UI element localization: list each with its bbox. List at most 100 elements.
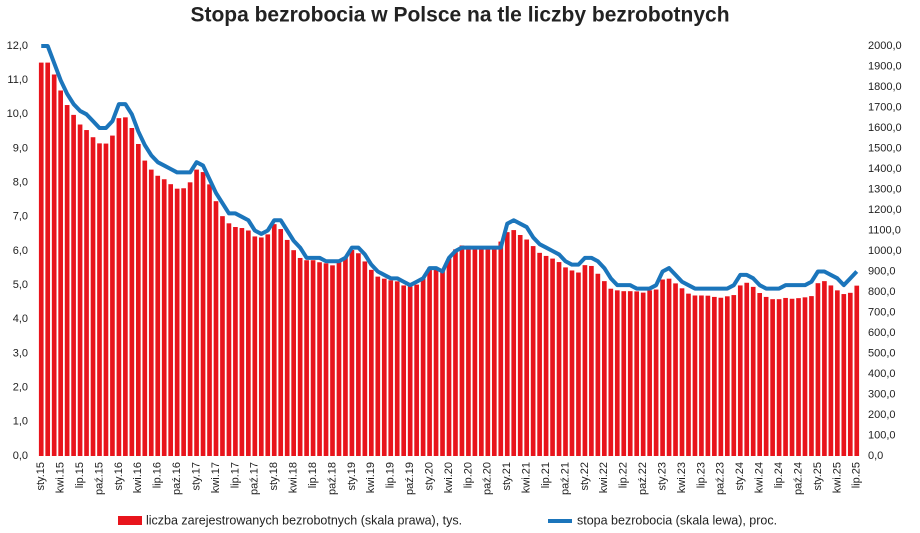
bar — [51, 74, 57, 457]
x-tick-label: paź.15 — [93, 462, 105, 495]
bar — [563, 267, 568, 456]
y2-tick-label: 1000,0 — [868, 245, 902, 257]
y-tick-label: 0,0 — [13, 450, 28, 462]
x-tick-label: sty.16 — [113, 462, 125, 491]
legend-label: stopa bezrobocia (skala lewa), proc. — [577, 513, 777, 527]
bar — [692, 295, 698, 456]
line — [41, 44, 859, 291]
bar — [58, 90, 63, 457]
bar — [556, 262, 562, 456]
bar — [828, 285, 834, 456]
bar — [161, 179, 167, 456]
bar — [640, 292, 646, 456]
x-tick-label: paź.21 — [559, 462, 571, 495]
bar — [608, 288, 614, 456]
bar — [77, 124, 83, 456]
bar — [847, 292, 853, 456]
x-tick-label: paź.16 — [171, 462, 183, 495]
bar — [737, 285, 743, 456]
bar — [71, 114, 76, 456]
bar — [666, 278, 672, 456]
x-tick-label: lip.16 — [152, 462, 164, 488]
x-tick-label: kwi.17 — [210, 462, 222, 493]
bar — [427, 267, 432, 456]
bar — [297, 257, 303, 456]
bar — [84, 130, 89, 457]
bar — [550, 258, 555, 456]
x-tick-label: lip.17 — [229, 462, 241, 488]
x-tick-label: kwi.24 — [754, 462, 766, 493]
bar — [148, 169, 154, 457]
legend-label: liczba zarejestrowanych bezrobotnych (sk… — [146, 513, 462, 527]
y2-tick-label: 900,0 — [868, 265, 896, 277]
bar — [97, 143, 102, 456]
x-tick-label: kwi.20 — [443, 462, 455, 493]
bar — [491, 247, 497, 456]
bar — [388, 280, 394, 456]
x-tick-label: sty.18 — [268, 462, 280, 491]
bar — [278, 229, 284, 456]
x-tick-label: lip.24 — [773, 462, 785, 488]
bar — [459, 245, 465, 456]
x-tick-label: paź.23 — [715, 462, 727, 495]
bar — [569, 270, 575, 456]
bar — [653, 289, 659, 456]
bar — [135, 143, 141, 457]
bar — [252, 236, 258, 456]
bar — [485, 247, 491, 456]
bar — [142, 160, 148, 456]
x-tick-label: sty.21 — [501, 462, 513, 491]
y-tick-label: 12,0 — [7, 40, 28, 52]
bar — [621, 291, 627, 456]
bar — [511, 230, 517, 456]
bar — [789, 298, 795, 456]
y2-tick-label: 1900,0 — [868, 60, 902, 72]
bar — [194, 169, 199, 457]
x-tick-label: kwi.21 — [521, 462, 533, 493]
y-tick-label: 6,0 — [13, 245, 28, 257]
bar — [446, 258, 452, 456]
bar — [802, 297, 808, 456]
bar — [271, 224, 277, 456]
x-tick-label: paź.22 — [637, 462, 649, 495]
x-tick-label: lip.20 — [462, 462, 474, 488]
y2-tick-label: 800,0 — [868, 286, 896, 298]
x-tick-label: lip.15 — [74, 462, 86, 488]
bar — [258, 237, 264, 456]
bar — [602, 281, 607, 456]
bar — [589, 265, 594, 456]
bar — [731, 295, 737, 456]
bar — [835, 290, 840, 456]
bar — [479, 246, 484, 456]
bar — [407, 286, 413, 456]
bar — [317, 262, 322, 456]
x-tick-label: lip.19 — [385, 462, 397, 488]
y2-tick-label: 1700,0 — [868, 101, 902, 113]
y2-tick-label: 1500,0 — [868, 142, 902, 154]
bar — [394, 281, 400, 456]
y2-tick-label: 200,0 — [868, 409, 896, 421]
bar — [466, 245, 471, 456]
x-tick-label: paź.17 — [249, 462, 261, 495]
bar — [433, 269, 439, 456]
bar — [330, 265, 335, 456]
bar — [90, 137, 96, 456]
bar — [472, 247, 478, 456]
bar — [323, 263, 329, 456]
bar — [200, 172, 206, 456]
y2-tick-label: 2000,0 — [868, 40, 902, 52]
x-tick-label: kwi.16 — [132, 462, 144, 493]
bar — [304, 260, 309, 456]
bar — [627, 291, 633, 456]
bar — [841, 294, 847, 456]
x-tick-label: sty.23 — [656, 462, 668, 491]
x-tick-label: kwi.22 — [598, 462, 610, 493]
x-tick-label: lip.21 — [540, 462, 552, 488]
bar — [705, 295, 711, 456]
bar — [123, 117, 128, 456]
y2-tick-label: 600,0 — [868, 327, 896, 339]
bar — [343, 257, 348, 456]
bar — [284, 239, 290, 456]
bar — [336, 261, 342, 456]
